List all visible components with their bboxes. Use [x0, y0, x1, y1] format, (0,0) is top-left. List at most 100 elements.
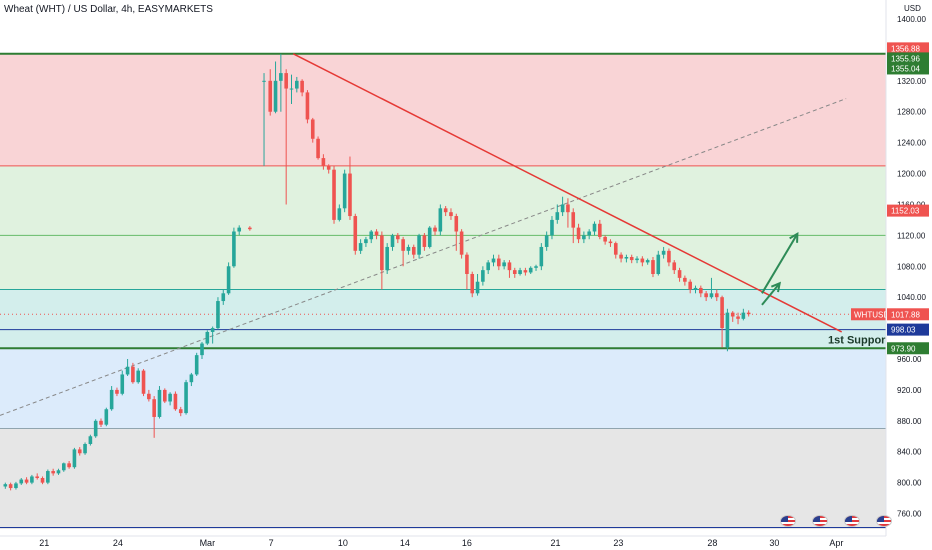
candle-body[interactable] — [560, 204, 565, 213]
candle-body[interactable] — [51, 471, 55, 474]
candle-body[interactable] — [157, 389, 162, 417]
candle-body[interactable] — [512, 270, 517, 274]
candle-body[interactable] — [704, 293, 708, 298]
candle-body[interactable] — [168, 393, 172, 402]
candle-body[interactable] — [173, 393, 178, 410]
candle-body[interactable] — [645, 260, 650, 263]
big-up-arrow[interactable] — [761, 233, 799, 294]
candle-body[interactable] — [337, 208, 342, 220]
candle-body[interactable] — [310, 119, 315, 139]
candle-body[interactable] — [279, 73, 283, 81]
candle-body[interactable] — [262, 80, 266, 82]
candle-body[interactable] — [576, 227, 581, 240]
us-flag-icon[interactable] — [876, 515, 892, 527]
candle-body[interactable] — [221, 293, 226, 302]
candle-body[interactable] — [358, 243, 363, 251]
candle-body[interactable] — [40, 478, 45, 483]
candle-body[interactable] — [385, 246, 389, 271]
candle-body[interactable] — [273, 80, 278, 112]
candle-body[interactable] — [693, 287, 698, 290]
candle-body[interactable] — [401, 239, 405, 251]
candle-body[interactable] — [226, 266, 231, 294]
candle-body[interactable] — [289, 88, 294, 90]
candle-body[interactable] — [651, 260, 655, 274]
candle-body[interactable] — [305, 92, 310, 120]
candle-body[interactable] — [449, 212, 453, 217]
candle-body[interactable] — [141, 370, 146, 394]
candle-body[interactable] — [481, 270, 485, 282]
candle-body[interactable] — [396, 235, 400, 240]
us-flag-icon[interactable] — [780, 515, 796, 527]
small-up-arrow[interactable] — [761, 282, 781, 306]
candle-body[interactable] — [427, 227, 432, 247]
candle-body[interactable] — [184, 382, 188, 414]
candle-body[interactable] — [635, 258, 639, 261]
candle-body[interactable] — [528, 267, 533, 273]
candle-body[interactable] — [104, 409, 109, 425]
candle-body[interactable] — [332, 169, 336, 220]
candle-body[interactable] — [417, 235, 421, 255]
candle-body[interactable] — [353, 216, 358, 251]
candle-body[interactable] — [380, 235, 384, 271]
candle-body[interactable] — [714, 293, 719, 298]
candle-body[interactable] — [237, 227, 242, 232]
candle-body[interactable] — [131, 366, 135, 383]
candle-body[interactable] — [523, 270, 528, 273]
candle-body[interactable] — [730, 312, 735, 317]
candle-body[interactable] — [688, 281, 692, 290]
candle-body[interactable] — [613, 243, 618, 255]
candle-body[interactable] — [544, 235, 549, 247]
candle-body[interactable] — [152, 399, 156, 417]
candle-body[interactable] — [624, 257, 629, 259]
candle-body[interactable] — [109, 389, 114, 410]
candle-body[interactable] — [640, 258, 645, 263]
candle-body[interactable] — [216, 301, 220, 329]
candle-body[interactable] — [178, 409, 183, 414]
candle-body[interactable] — [683, 277, 687, 282]
candle-body[interactable] — [24, 479, 29, 483]
candle-body[interactable] — [61, 463, 66, 471]
candle-body[interactable] — [555, 212, 560, 220]
candle-body[interactable] — [422, 235, 427, 247]
candle-body[interactable] — [438, 208, 443, 232]
candle-body[interactable] — [491, 258, 496, 263]
candle-body[interactable] — [746, 312, 751, 315]
candle-body[interactable] — [205, 331, 210, 344]
candle-body[interactable] — [232, 231, 236, 267]
candle-body[interactable] — [77, 449, 82, 454]
candle-body[interactable] — [406, 246, 411, 251]
candle-body[interactable] — [736, 316, 740, 319]
candle-body[interactable] — [518, 270, 522, 274]
candle-body[interactable] — [248, 227, 252, 230]
candle-body[interactable] — [120, 374, 125, 394]
candle-body[interactable] — [550, 219, 554, 236]
candle-body[interactable] — [502, 262, 506, 267]
candle-body[interactable] — [465, 254, 469, 274]
candle-body[interactable] — [374, 231, 379, 236]
candle-body[interactable] — [725, 312, 730, 348]
candle-body[interactable] — [284, 73, 288, 89]
candle-body[interactable] — [210, 328, 215, 332]
rising-trend-line[interactable] — [0, 98, 847, 416]
candle-body[interactable] — [720, 297, 724, 329]
candle-body[interactable] — [348, 173, 352, 217]
candle-body[interactable] — [672, 262, 677, 271]
candle-body[interactable] — [709, 293, 714, 298]
candle-body[interactable] — [369, 231, 374, 240]
candle-body[interactable] — [88, 436, 93, 444]
candle-body[interactable] — [115, 389, 119, 394]
candle-body[interactable] — [3, 484, 8, 487]
candle-body[interactable] — [14, 483, 18, 489]
candle-body[interactable] — [147, 393, 151, 400]
candle-body[interactable] — [56, 470, 61, 474]
candle-body[interactable] — [72, 449, 77, 468]
candle-body[interactable] — [46, 471, 50, 483]
candle-body[interactable] — [93, 420, 98, 437]
candle-body[interactable] — [656, 254, 661, 274]
candle-body[interactable] — [454, 216, 459, 232]
candle-body[interactable] — [411, 246, 416, 255]
candle-body[interactable] — [390, 235, 395, 247]
candle-body[interactable] — [443, 208, 448, 213]
